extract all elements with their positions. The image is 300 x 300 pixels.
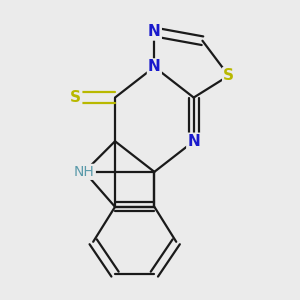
Text: S: S <box>70 90 81 105</box>
Text: N: N <box>187 134 200 149</box>
Text: S: S <box>223 68 234 83</box>
Text: N: N <box>148 25 161 40</box>
Text: N: N <box>148 59 161 74</box>
Text: NH: NH <box>74 165 95 179</box>
